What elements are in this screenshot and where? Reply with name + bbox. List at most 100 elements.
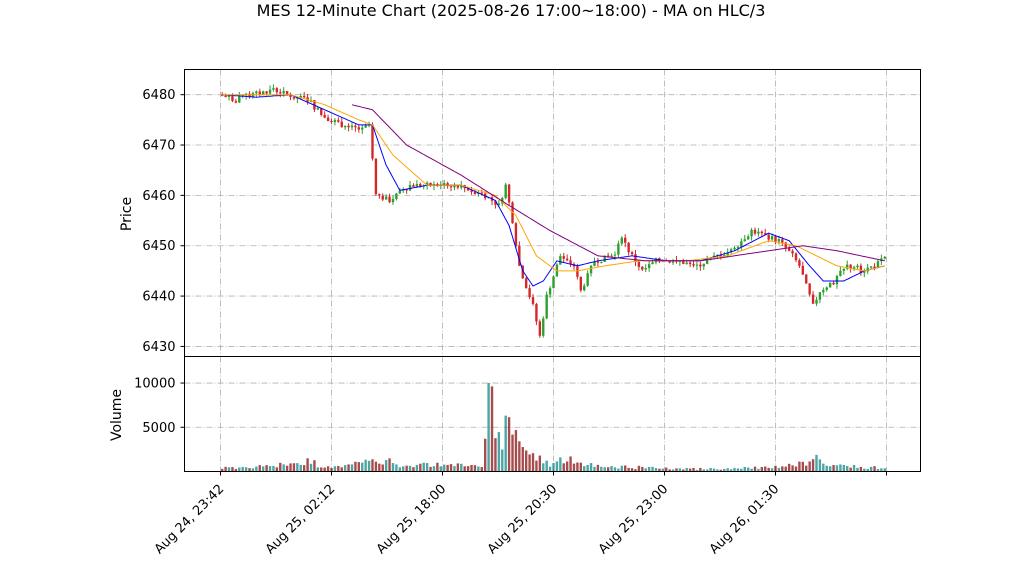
candle-body bbox=[521, 265, 524, 279]
volume-bar bbox=[419, 463, 422, 472]
volume-bar bbox=[726, 468, 729, 472]
volume-bar bbox=[340, 467, 343, 472]
volume-bar bbox=[617, 468, 620, 472]
volume-bar bbox=[323, 467, 326, 472]
volume-bar bbox=[282, 464, 285, 472]
candle-body bbox=[596, 261, 600, 263]
candle-body bbox=[620, 237, 624, 244]
volume-bar bbox=[644, 468, 647, 472]
candle-body bbox=[391, 198, 395, 203]
volume-bar bbox=[846, 466, 849, 472]
volume-bar bbox=[828, 466, 832, 472]
volume-bar bbox=[343, 465, 347, 472]
candle-body bbox=[852, 267, 856, 269]
candle-body bbox=[330, 120, 333, 123]
candle-body bbox=[374, 158, 378, 195]
price-tick-label: 6440 bbox=[142, 290, 175, 305]
candle-body bbox=[255, 91, 258, 94]
volume-bar bbox=[408, 465, 412, 472]
candle-body bbox=[531, 297, 535, 304]
candle-body bbox=[231, 95, 234, 102]
moving-average-line bbox=[351, 104, 885, 262]
volume-bar bbox=[429, 466, 432, 472]
volume-axis-label: Volume bbox=[109, 389, 125, 441]
candle-body bbox=[524, 278, 528, 289]
volume-panel-frame bbox=[184, 356, 921, 472]
candle-body bbox=[371, 124, 374, 159]
candle-body bbox=[798, 260, 801, 266]
candle-body bbox=[835, 275, 839, 285]
candle-body bbox=[736, 246, 740, 248]
volume-bar bbox=[501, 449, 504, 472]
volume-bar bbox=[569, 456, 572, 472]
volume-bar bbox=[364, 459, 367, 472]
volume-bar bbox=[518, 441, 521, 472]
candle-body bbox=[842, 268, 846, 271]
candle-body bbox=[350, 125, 354, 128]
volume-bar bbox=[702, 469, 705, 472]
volume-bar bbox=[361, 462, 364, 472]
volume-bar bbox=[275, 467, 279, 472]
volume-bar bbox=[641, 466, 644, 472]
volume-bar bbox=[224, 466, 227, 472]
volume-bar bbox=[378, 463, 381, 472]
volume-bar bbox=[531, 453, 535, 472]
volume-bar bbox=[477, 466, 480, 472]
volume-bar bbox=[443, 464, 446, 472]
volume-bar bbox=[579, 462, 583, 472]
candle-body bbox=[569, 260, 572, 264]
volume-bar bbox=[805, 465, 808, 472]
candle-body bbox=[302, 95, 306, 98]
volume-bar bbox=[521, 447, 524, 472]
candle-body bbox=[746, 236, 750, 240]
candle-body bbox=[528, 288, 531, 298]
candle-body bbox=[822, 289, 825, 293]
candle-body bbox=[514, 223, 518, 246]
volume-bar bbox=[395, 464, 398, 472]
volume-bar bbox=[354, 461, 357, 472]
candle-body bbox=[576, 266, 579, 277]
volume-bar bbox=[463, 466, 466, 472]
x-tick-label: Aug 25, 18:00 bbox=[374, 482, 450, 558]
volume-bar bbox=[552, 463, 555, 472]
candle-body bbox=[644, 268, 647, 270]
candle-body bbox=[873, 266, 876, 268]
volume-bar bbox=[576, 462, 579, 472]
candle-body bbox=[381, 195, 384, 200]
volume-bar bbox=[743, 466, 746, 472]
candle-body bbox=[593, 261, 596, 266]
volume-bar bbox=[432, 466, 436, 472]
volume-bar bbox=[613, 467, 617, 472]
candle-body bbox=[630, 252, 634, 255]
candle-body bbox=[518, 245, 521, 266]
volume-bar bbox=[866, 468, 869, 472]
candle-body bbox=[719, 254, 723, 257]
candle-body bbox=[678, 260, 682, 262]
candle-body bbox=[299, 95, 302, 98]
volume-bar bbox=[439, 466, 442, 472]
volume-bar bbox=[685, 467, 688, 472]
volume-bar bbox=[873, 466, 876, 472]
chart-title: MES 12-Minute Chart (2025-08-26 17:00~18… bbox=[256, 1, 766, 20]
candle-body bbox=[388, 196, 391, 203]
candle-body bbox=[343, 125, 347, 128]
volume-bar bbox=[794, 466, 798, 472]
volume-bar bbox=[729, 469, 733, 472]
candle-body bbox=[634, 254, 637, 262]
candle-body bbox=[429, 182, 432, 186]
candle-body bbox=[565, 258, 569, 261]
candle-body bbox=[791, 250, 794, 254]
volume-bar bbox=[238, 467, 241, 472]
volume-bar bbox=[309, 463, 313, 472]
candle-body bbox=[849, 264, 852, 269]
candle-body bbox=[538, 321, 542, 336]
volume-bar bbox=[811, 459, 815, 472]
volume-bar bbox=[665, 467, 668, 472]
volume-bar bbox=[244, 467, 248, 472]
candle-body bbox=[859, 265, 863, 273]
candle-body bbox=[412, 185, 415, 187]
candle-body bbox=[473, 191, 477, 195]
volume-bar bbox=[251, 468, 255, 472]
candle-body bbox=[224, 95, 227, 98]
candle-body bbox=[415, 184, 419, 187]
